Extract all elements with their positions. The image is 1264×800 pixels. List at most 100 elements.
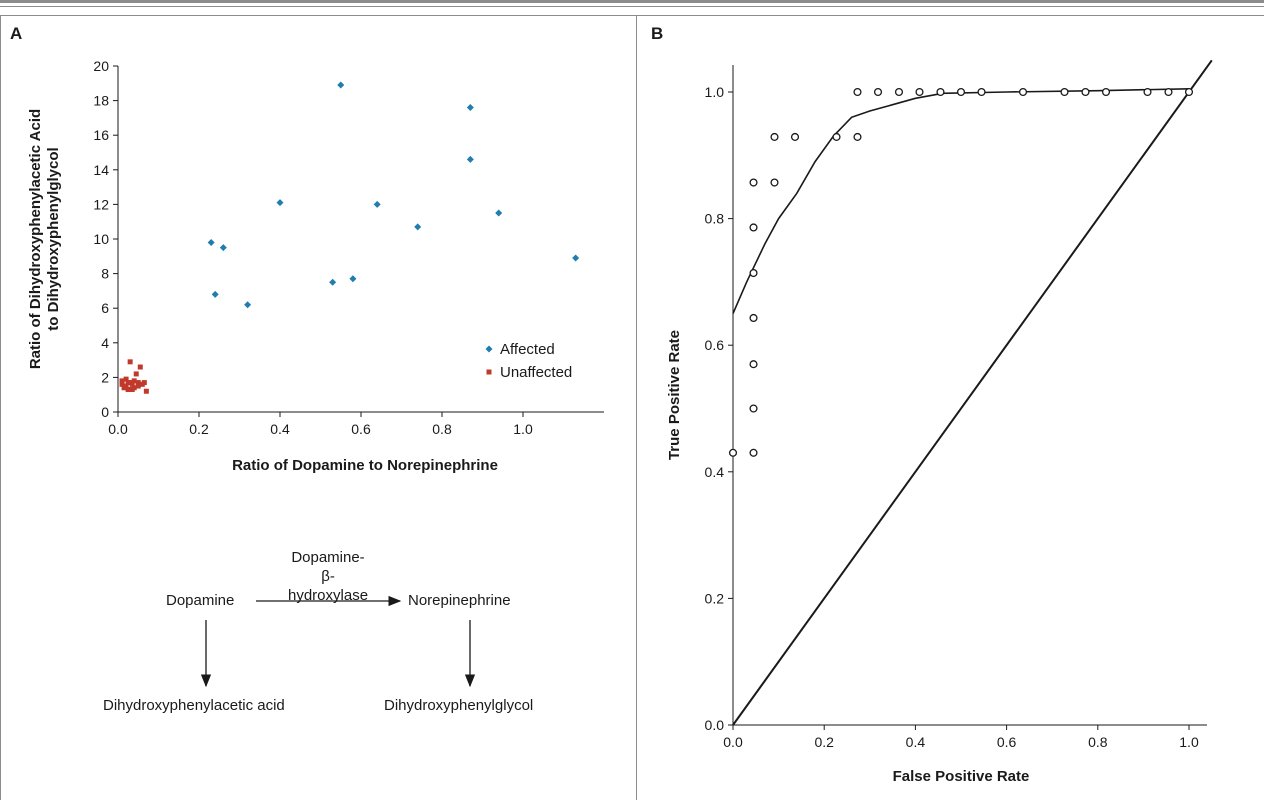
dopac-node: Dihydroxyphenylacetic acid bbox=[103, 697, 285, 714]
x-tick-label: 0.8 bbox=[1088, 734, 1108, 750]
top-rule bbox=[0, 0, 1264, 3]
roc-point bbox=[749, 360, 758, 369]
roc-point bbox=[977, 87, 986, 97]
unaffected-point bbox=[131, 378, 137, 384]
affected-point bbox=[211, 290, 219, 298]
roc-point bbox=[936, 87, 945, 97]
roc-point bbox=[770, 132, 779, 141]
affected-point bbox=[572, 254, 580, 262]
dhpg-node: Dihydroxyphenylglycol bbox=[384, 697, 534, 714]
unaffected-point bbox=[141, 380, 147, 386]
y-tick-label: 0.2 bbox=[705, 590, 725, 606]
affected-point bbox=[207, 238, 215, 246]
roc-point bbox=[1060, 87, 1069, 97]
roc-point bbox=[749, 448, 758, 457]
y-tick-label: 12 bbox=[93, 196, 109, 212]
x-tick-label: 0.6 bbox=[351, 421, 371, 437]
panel-b-label: B bbox=[651, 24, 664, 43]
affected-point bbox=[466, 155, 474, 163]
unaffected-point bbox=[135, 383, 141, 389]
x-tick-label: 0.0 bbox=[108, 421, 128, 437]
enzyme-label-line1: Dopamine-β- bbox=[291, 549, 365, 585]
fitted-roc-curve bbox=[732, 88, 1190, 314]
affected-point bbox=[414, 223, 422, 231]
roc-point bbox=[749, 223, 758, 232]
unaffected-point bbox=[127, 359, 133, 365]
enzyme-label: Dopamine-β- hydroxylase bbox=[288, 548, 368, 605]
y-axis-title-line2: to Dihydroxyphenylglycol bbox=[45, 147, 62, 330]
x-tick-label: 1.0 bbox=[1179, 734, 1199, 750]
y-tick-label: 0.6 bbox=[705, 337, 725, 353]
roc-point bbox=[1184, 87, 1194, 97]
y-tick-label: 6 bbox=[101, 300, 109, 316]
legend: Affected Unaffected bbox=[485, 341, 572, 381]
roc-point bbox=[1081, 87, 1090, 97]
affected-point bbox=[219, 244, 227, 252]
unaffected-point bbox=[125, 387, 131, 393]
y-tick-label: 1.0 bbox=[705, 84, 725, 100]
unaffected-point bbox=[125, 380, 131, 386]
affected-point bbox=[466, 104, 474, 112]
roc-point bbox=[728, 448, 738, 457]
legend-marker-unaffected bbox=[486, 369, 492, 375]
y-tick-label: 0.8 bbox=[705, 211, 725, 227]
dopamine-node: Dopamine bbox=[166, 592, 235, 609]
y-tick-label: 2 bbox=[101, 369, 109, 385]
panel-a-label: A bbox=[10, 24, 23, 43]
unaffected-point bbox=[119, 378, 125, 384]
roc-point bbox=[1018, 87, 1028, 97]
roc-point bbox=[894, 87, 904, 97]
y-tick-label: 4 bbox=[101, 335, 109, 351]
roc-point bbox=[749, 404, 758, 413]
x-tick-label: 0.2 bbox=[189, 421, 209, 437]
affected-point bbox=[349, 275, 357, 283]
affected-point bbox=[244, 301, 252, 309]
affected-point bbox=[373, 200, 381, 208]
roc-chart: 0.0 0.2 0.4 0.6 0.8 1.0 0.0 0.2 0.4 0.6 0.8 1.0 Fal… bbox=[666, 59, 1213, 785]
enzyme-label-line2: hydroxylase bbox=[288, 587, 369, 604]
roc-point bbox=[770, 178, 779, 187]
roc-point bbox=[790, 132, 800, 141]
scatter-chart: 0 2 4 6 8 10 12 14 16 18 20 0.0 0.2 0.4 0.6 0.8 1.0 Rati… bbox=[27, 58, 604, 474]
y-axis-title: True Positive Rate bbox=[666, 330, 683, 460]
unaffected-point bbox=[123, 383, 129, 389]
roc-point bbox=[873, 87, 883, 97]
roc-point bbox=[1164, 87, 1173, 97]
top-rule-thin bbox=[0, 6, 1264, 7]
legend-marker-affected bbox=[485, 345, 493, 353]
affected-point bbox=[276, 199, 284, 207]
y-tick-label: 8 bbox=[101, 266, 109, 282]
x-tick-label: 0.8 bbox=[432, 421, 452, 437]
x-axis-title: False Positive Rate bbox=[893, 768, 1030, 785]
roc-point bbox=[749, 268, 758, 278]
roc-point bbox=[915, 87, 924, 97]
y-tick-label: 20 bbox=[93, 58, 109, 74]
x-axis-title: Ratio of Dopamine to Norepinephrine bbox=[232, 457, 498, 474]
y-tick-label: 18 bbox=[93, 93, 109, 109]
x-tick-label: 0.0 bbox=[723, 734, 743, 750]
norepinephrine-node: Norepinephrine bbox=[408, 592, 511, 609]
x-tick-label: 1.0 bbox=[513, 421, 533, 437]
unaffected-point bbox=[143, 388, 149, 394]
unaffected-point bbox=[129, 387, 135, 393]
roc-point bbox=[749, 313, 758, 323]
reference-line bbox=[732, 59, 1213, 726]
y-tick-label: 14 bbox=[93, 162, 109, 178]
panel-divider bbox=[636, 15, 637, 800]
roc-point bbox=[853, 132, 862, 141]
roc-point bbox=[1143, 87, 1152, 97]
roc-point bbox=[749, 178, 758, 187]
roc-point bbox=[956, 87, 966, 97]
roc-point bbox=[832, 132, 841, 141]
roc-point bbox=[1101, 87, 1111, 97]
unaffected-point bbox=[137, 364, 143, 370]
y-tick-label: 0 bbox=[101, 404, 109, 420]
pathway-arrows bbox=[200, 595, 476, 688]
y-tick-label: 16 bbox=[93, 127, 109, 143]
x-tick-label: 0.6 bbox=[997, 734, 1017, 750]
x-tick-label: 0.4 bbox=[906, 734, 926, 750]
unaffected-point bbox=[123, 376, 129, 382]
x-tick-label: 0.2 bbox=[814, 734, 834, 750]
roc-point bbox=[853, 87, 862, 97]
unaffected-point bbox=[133, 371, 139, 377]
